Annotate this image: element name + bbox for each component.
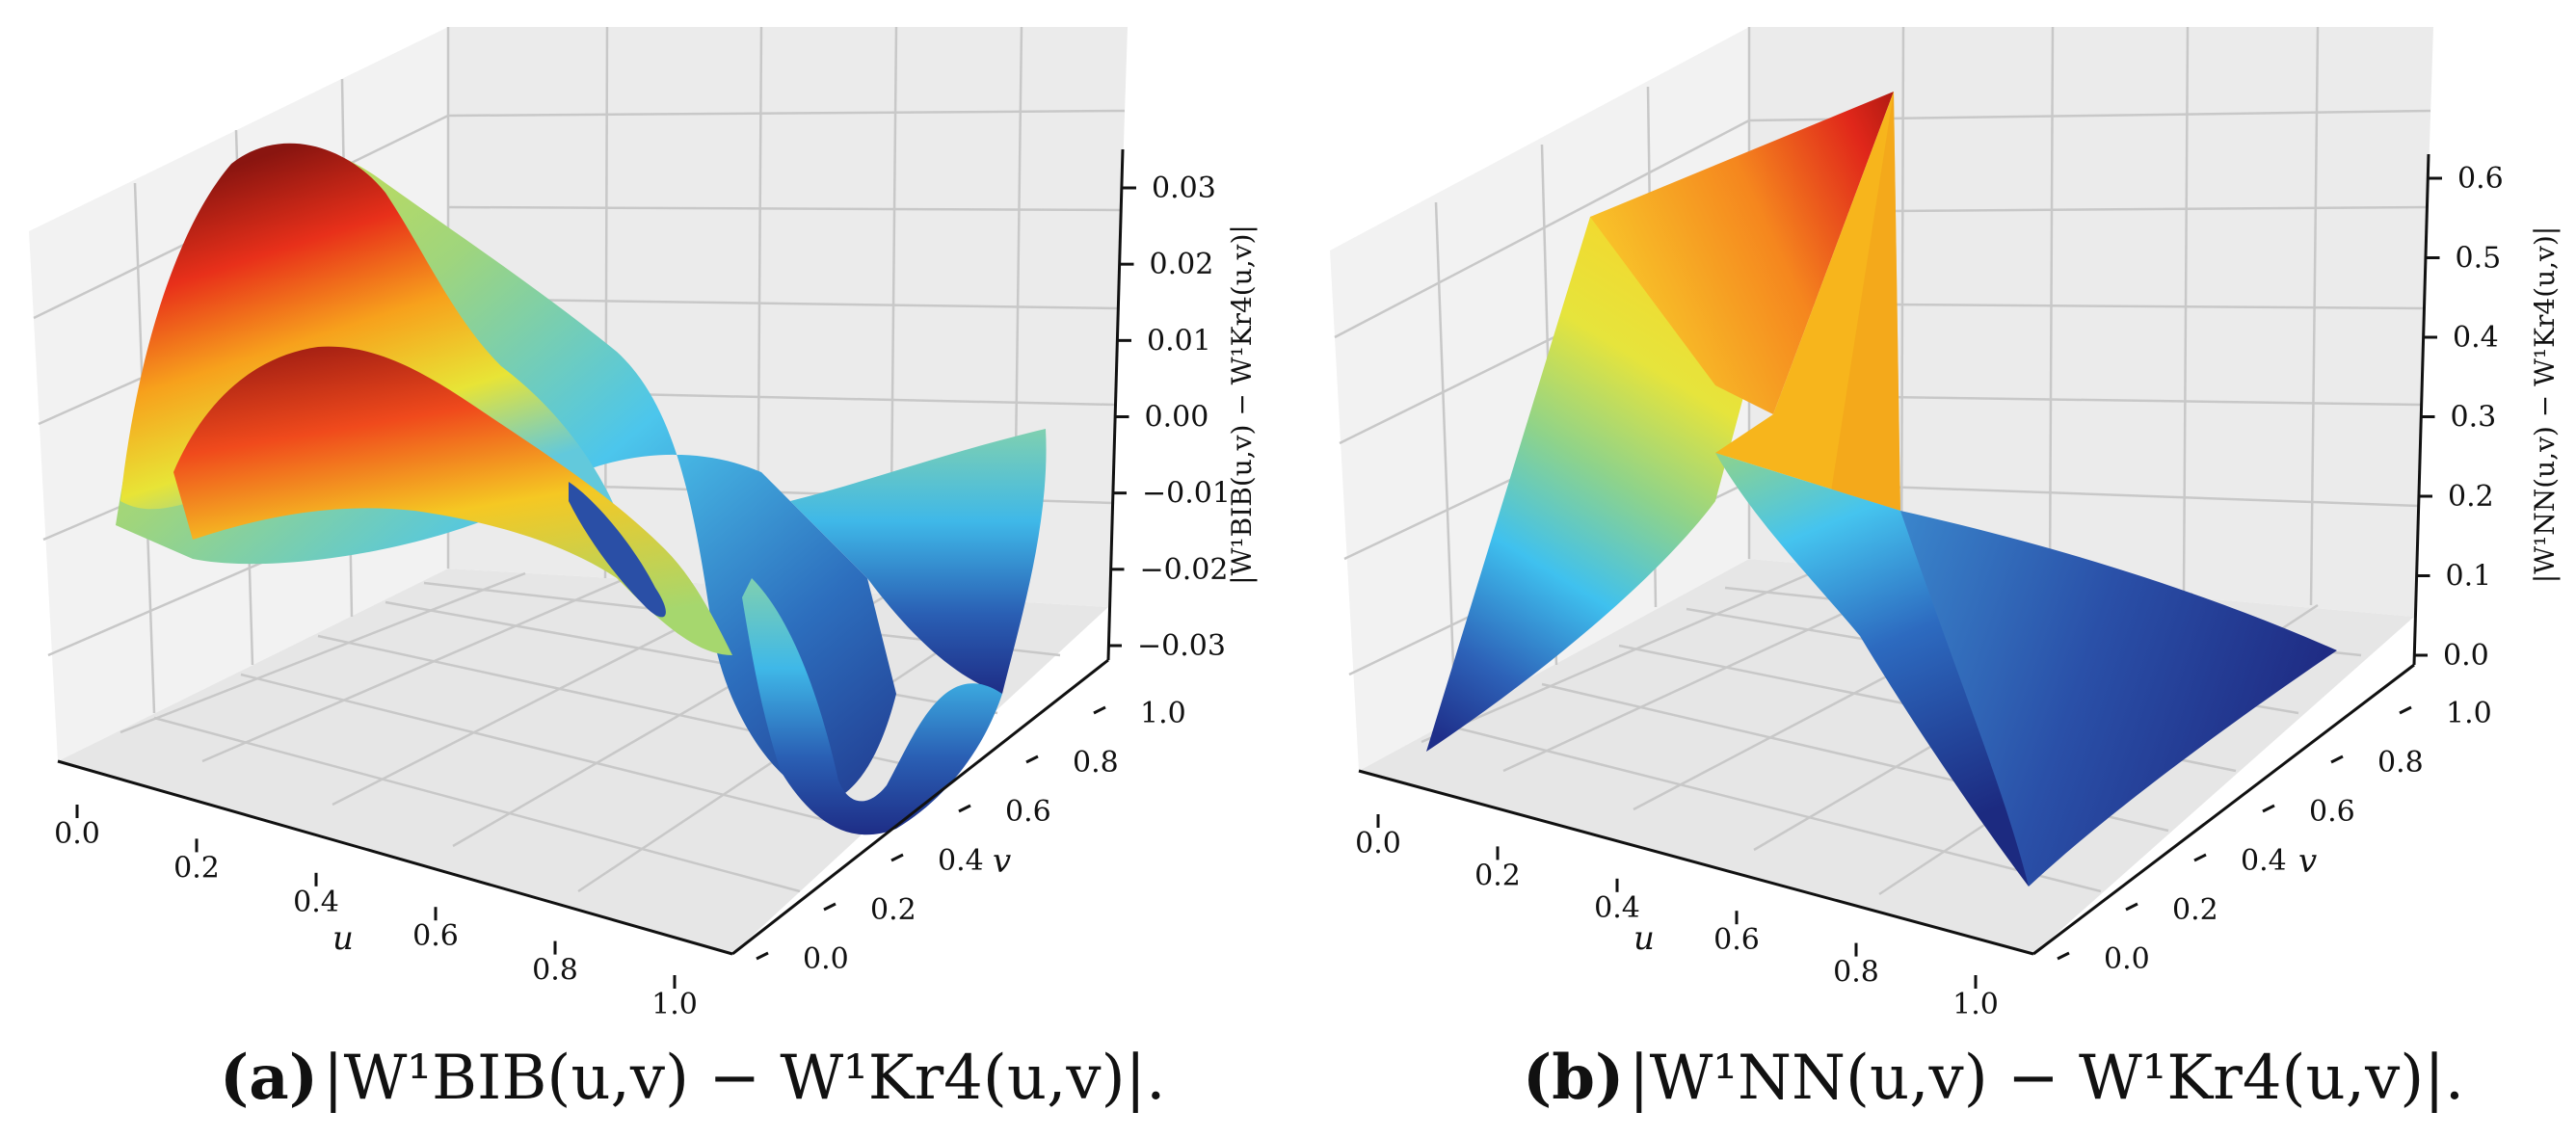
z-tick-label: 0.4: [2453, 321, 2499, 355]
y-axis-label: v: [993, 842, 1011, 881]
y-tick-label: 0.0: [803, 942, 849, 976]
y-tick-label: 0.8: [1073, 746, 1119, 780]
y-tick-mark: [756, 951, 769, 961]
z-tick-label: −0.01: [1142, 477, 1231, 511]
y-tick-mark: [2330, 754, 2344, 764]
y-tick-label: 1.0: [2446, 697, 2492, 730]
z-ticks: 0.0 0.1 0.2 0.3 0.4 0.5 0.6: [2414, 162, 2504, 673]
axes-b: [1358, 153, 2430, 956]
x-tick-label: 0.8: [1833, 956, 1879, 990]
y-tick-mark: [890, 853, 904, 862]
y-tick-label: 0.6: [1005, 795, 1051, 829]
x-tick-label: 0.0: [1355, 827, 1401, 860]
x-ticks: 0.0 0.2 0.4 0.6 0.8 1.0: [54, 805, 698, 1021]
y-ticks: 0.0 0.2 0.4 0.6 0.8 1.0: [756, 697, 1186, 976]
back-pane: [1749, 27, 2433, 617]
z-tick-label: 0.02: [1150, 248, 1214, 281]
x-tick-label: 0.0: [54, 817, 100, 851]
y-tick-mark: [2193, 853, 2207, 862]
y-tick-mark: [2399, 705, 2412, 715]
y-tick-label: 0.8: [2377, 746, 2424, 780]
z-ticks: −0.03 −0.02 −0.01 0.00 0.01 0.02 0.03: [1108, 172, 1231, 663]
z-tick-label: 0.0: [2443, 639, 2489, 673]
y-tick-label: 0.4: [2241, 844, 2287, 878]
panel-label: (b): [1523, 1042, 1624, 1114]
x-tick-label: 1.0: [1952, 988, 1999, 1021]
x-tick-label: 1.0: [651, 988, 698, 1021]
surface-a: [116, 143, 1047, 835]
z-tick-label: −0.03: [1137, 629, 1226, 663]
y-tick-mark: [2057, 951, 2070, 961]
caption-text: |W¹NN(u,v) − W¹Kr4(u,v)|.: [1629, 1043, 2464, 1114]
panel-label: (a): [220, 1042, 318, 1114]
z-tick-label: 0.6: [2457, 162, 2504, 196]
x-axis-label: u: [1633, 919, 1655, 958]
panel-a: 0.0 0.2 0.4 0.6 0.8 1.0 0.0 0.2 0.4 0.6 0.8 1.0 −0…: [29, 26, 1258, 1114]
z-tick-label: 0.00: [1145, 401, 1209, 435]
y-tick-label: 0.6: [2309, 795, 2355, 829]
y-tick-label: 0.4: [938, 844, 984, 878]
z-tick-label: 0.01: [1147, 324, 1211, 357]
x-tick-label: 0.8: [532, 954, 578, 988]
y-tick-mark: [2125, 902, 2138, 912]
z-axis-label: |W¹NN(u,v) − W¹Kr4(u,v)|: [2529, 226, 2561, 583]
x-axis-label: u: [332, 919, 354, 958]
caption-a: (a) |W¹BIB(u,v) − W¹Kr4(u,v)|.: [220, 1042, 1165, 1114]
z-tick-label: 0.3: [2451, 401, 2497, 435]
z-tick-label: 0.1: [2446, 560, 2492, 594]
x-tick-label: 0.4: [293, 886, 339, 919]
y-tick-label: 1.0: [1140, 697, 1186, 730]
z-tick-label: 0.2: [2448, 480, 2494, 514]
axes-a: [57, 148, 1125, 956]
x-ticks: 0.0 0.2 0.4 0.6 0.8 1.0: [1355, 814, 1999, 1021]
y-tick-label: 0.0: [2104, 942, 2150, 976]
surface-b: [1426, 92, 2337, 887]
x-tick-label: 0.6: [1713, 923, 1760, 957]
y-tick-mark: [2262, 804, 2275, 813]
y-tick-mark: [1025, 754, 1039, 764]
panel-b: 0.0 0.2 0.4 0.6 0.8 1.0 0.0 0.2 0.4 0.6 0.8 1.0 0.…: [1330, 26, 2561, 1114]
z-tick-label: 0.5: [2456, 242, 2502, 276]
y-tick-mark: [1093, 705, 1106, 715]
x-tick-label: 0.6: [412, 919, 459, 953]
y-tick-mark: [958, 804, 971, 813]
caption-text: |W¹BIB(u,v) − W¹Kr4(u,v)|.: [323, 1043, 1165, 1114]
y-ticks: 0.0 0.2 0.4 0.6 0.8 1.0: [2057, 697, 2492, 976]
y-tick-label: 0.2: [870, 893, 916, 927]
x-tick-label: 0.2: [173, 851, 220, 885]
y-tick-label: 0.2: [2172, 893, 2218, 927]
x-tick-label: 0.4: [1594, 891, 1640, 925]
z-tick-label: 0.03: [1152, 172, 1216, 205]
z-tick-label: −0.02: [1140, 553, 1229, 587]
y-tick-mark: [823, 902, 837, 912]
caption-b: (b) |W¹NN(u,v) − W¹Kr4(u,v)|.: [1523, 1042, 2464, 1114]
x-tick-label: 0.2: [1474, 859, 1521, 892]
z-axis-label: |W¹BIB(u,v) − W¹Kr4(u,v)|: [1226, 225, 1258, 585]
y-axis-label: v: [2298, 842, 2317, 881]
